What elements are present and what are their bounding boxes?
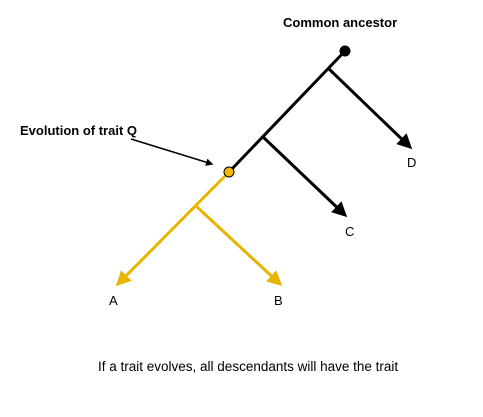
- evolution-pointer-arrow: [130, 138, 214, 166]
- trunk-branch: [227, 49, 347, 174]
- trait-q-node: [223, 166, 235, 178]
- leaf-label-c: C: [345, 224, 355, 239]
- leaf-label-b: B: [274, 293, 283, 308]
- caption-text: If a trait evolves, all descendants will…: [98, 359, 399, 374]
- evolution-trait-label: Evolution of trait Q: [20, 123, 137, 138]
- branch-to-d: [326, 66, 413, 150]
- leaf-label-a: A: [109, 293, 118, 308]
- leaf-label-d: D: [407, 155, 417, 170]
- common-ancestor-node: [339, 45, 351, 57]
- branch-to-c: [260, 134, 348, 218]
- trait-branch-to-a: [115, 170, 231, 287]
- common-ancestor-label: Common ancestor: [283, 15, 398, 30]
- trait-branch-to-b: [194, 204, 283, 287]
